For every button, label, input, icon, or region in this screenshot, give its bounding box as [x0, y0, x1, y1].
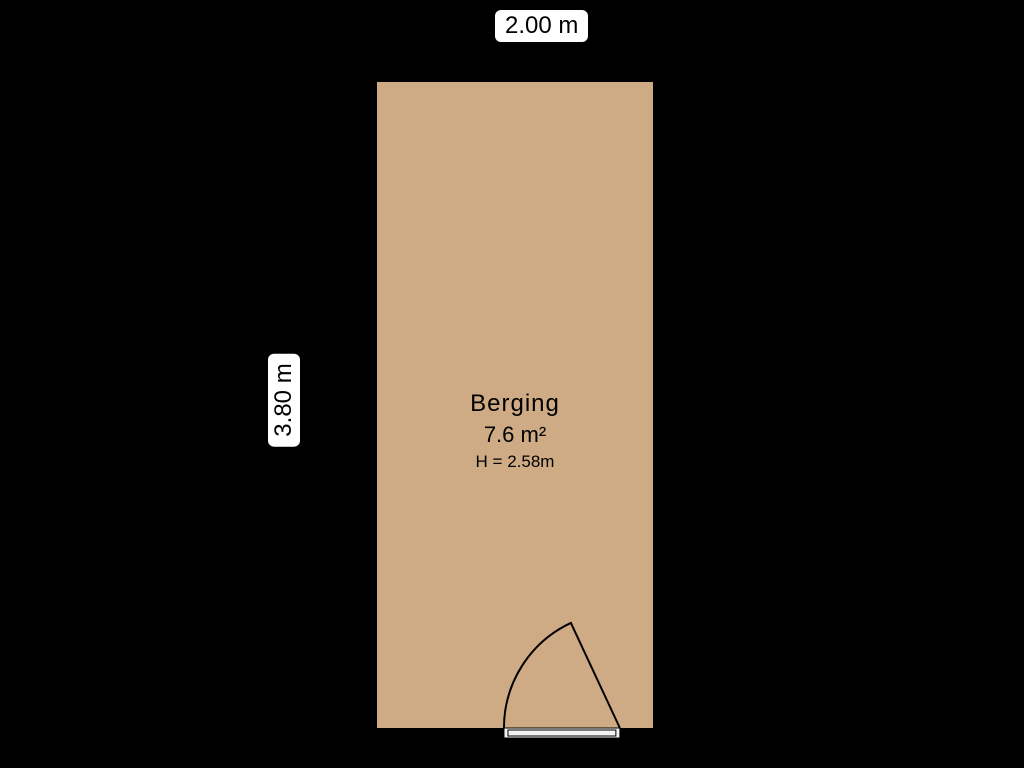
- room-name: Berging: [377, 390, 653, 418]
- room-berging: Berging 7.6 m² H = 2.58m: [370, 75, 660, 735]
- dimension-width-label: 2.00 m: [495, 10, 588, 42]
- floorplan-stage: 2.00 m 3.80 m Berging 7.6 m² H = 2.58m: [0, 0, 1024, 768]
- room-label-group: Berging 7.6 m² H = 2.58m: [377, 390, 653, 472]
- dimension-height-label: 3.80 m: [268, 353, 300, 446]
- room-height: H = 2.58m: [377, 452, 653, 472]
- room-area: 7.6 m²: [377, 422, 653, 448]
